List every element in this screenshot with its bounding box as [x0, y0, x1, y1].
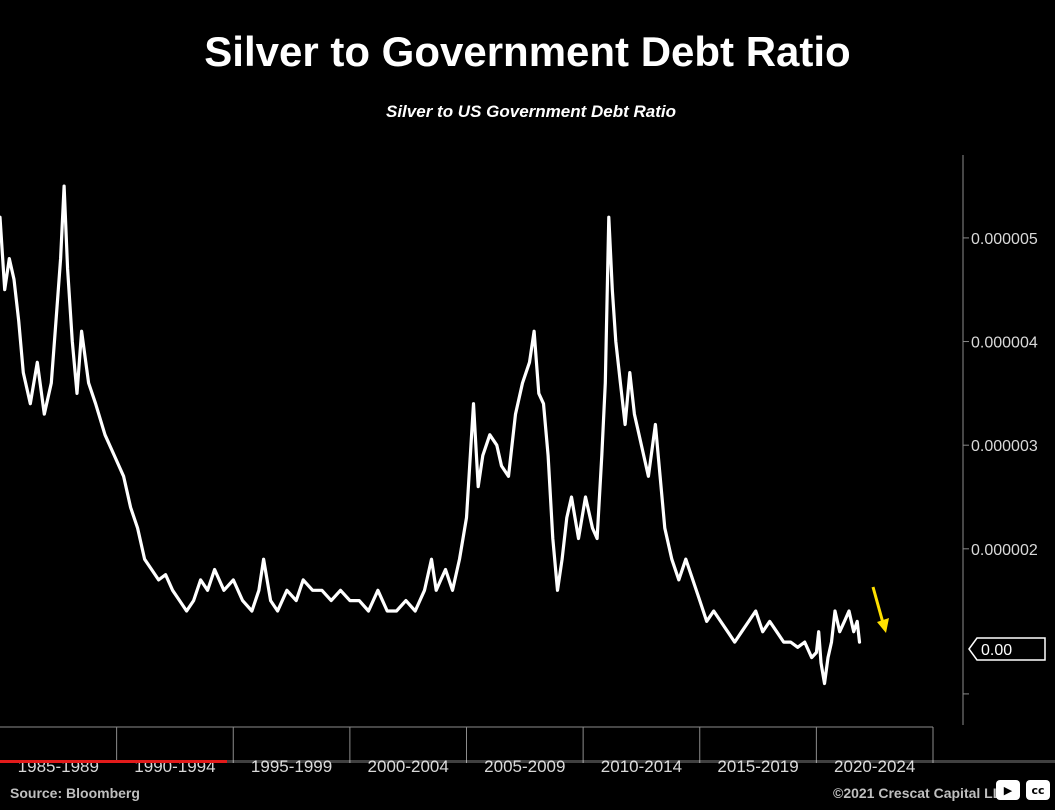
video-controls: ▶ cc [996, 779, 1050, 801]
x-tick-label: 2020-2024 [834, 757, 915, 776]
y-tick-label: 0.000004 [971, 335, 1038, 352]
video-progress-fill [0, 760, 227, 763]
x-tick-label: 2015-2019 [717, 757, 798, 776]
y-tick-label: 0.000005 [971, 231, 1038, 248]
play-icon[interactable]: ▶ [996, 780, 1020, 800]
chart-subtitle: Silver to US Government Debt Ratio [386, 102, 676, 121]
series-line [0, 184, 862, 686]
axes: 0.0000020.0000030.0000040.0000051985-198… [0, 155, 1046, 776]
down-arrow-head-icon [877, 618, 889, 633]
series-layer [0, 184, 862, 686]
source-note: Source: Bloomberg [10, 785, 140, 801]
chart-title: Silver to Government Debt Ratio [204, 28, 851, 75]
down-arrow-icon [871, 586, 885, 624]
x-tick-label: 2000-2004 [368, 757, 449, 776]
x-tick-label: 2005-2009 [484, 757, 565, 776]
annotation-layer [871, 586, 889, 633]
x-tick-label: 2010-2014 [601, 757, 682, 776]
x-tick-label: 1995-1999 [251, 757, 332, 776]
video-progress-bar[interactable] [0, 760, 1055, 763]
last-value-tag [968, 637, 1046, 661]
y-tick-label: 0.000003 [971, 438, 1038, 455]
y-tick-label: 0.000002 [971, 542, 1038, 559]
last-value-label: 0.00 [981, 642, 1012, 659]
copyright-note: ©2021 Crescat Capital LLC [833, 785, 1012, 801]
captions-button[interactable]: cc [1026, 780, 1050, 800]
